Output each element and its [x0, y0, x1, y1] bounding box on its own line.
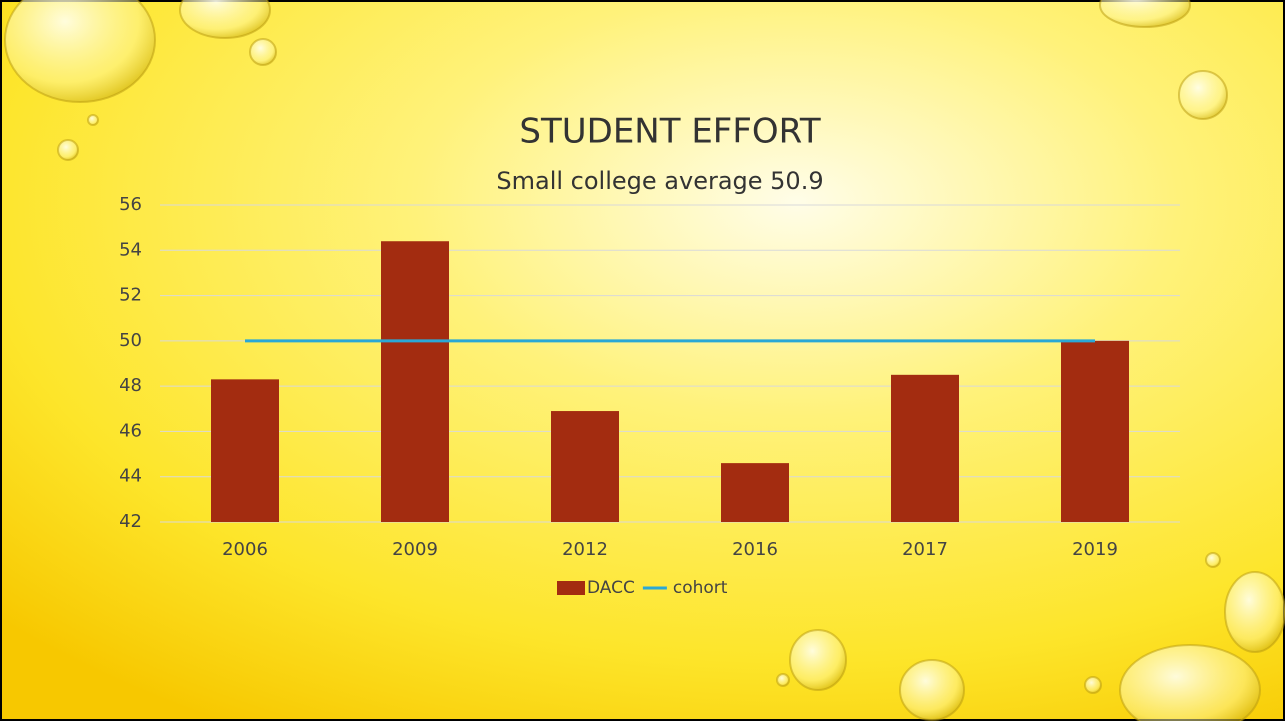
y-tick-label: 52 — [119, 285, 142, 306]
y-tick-label: 54 — [119, 239, 142, 260]
x-tick-label: 2019 — [1072, 539, 1118, 560]
x-tick-label: 2016 — [732, 539, 778, 560]
y-tick-label: 42 — [119, 511, 142, 532]
y-tick-label: 50 — [119, 330, 142, 351]
x-tick-label: 2006 — [222, 539, 268, 560]
bar — [891, 375, 959, 522]
y-tick-label: 48 — [119, 375, 142, 396]
bar — [551, 411, 619, 522]
legend-swatch — [557, 581, 585, 595]
y-tick-label: 56 — [119, 194, 142, 215]
x-tick-label: 2017 — [902, 539, 948, 560]
bar — [1061, 341, 1129, 522]
y-tick-label: 44 — [119, 466, 142, 487]
slide: STUDENT EFFORT Small college average 50.… — [0, 0, 1285, 721]
bar — [721, 463, 789, 522]
bar — [381, 241, 449, 522]
legend-label: cohort — [673, 578, 728, 598]
x-tick-label: 2012 — [562, 539, 608, 560]
y-tick-label: 46 — [119, 420, 142, 441]
legend-label: DACC — [587, 578, 635, 598]
chart-title: STUDENT EFFORT — [519, 112, 820, 152]
chart-subtitle: Small college average 50.9 — [496, 167, 823, 195]
x-tick-label: 2009 — [392, 539, 438, 560]
bar — [211, 379, 279, 522]
